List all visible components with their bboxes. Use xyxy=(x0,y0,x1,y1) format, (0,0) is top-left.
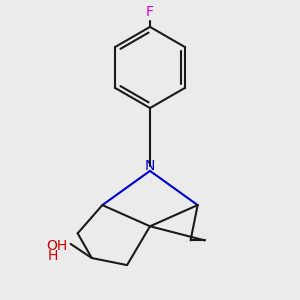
Text: N: N xyxy=(145,159,155,173)
Text: F: F xyxy=(146,5,154,19)
Text: H: H xyxy=(48,249,58,263)
Text: OH: OH xyxy=(46,239,67,253)
